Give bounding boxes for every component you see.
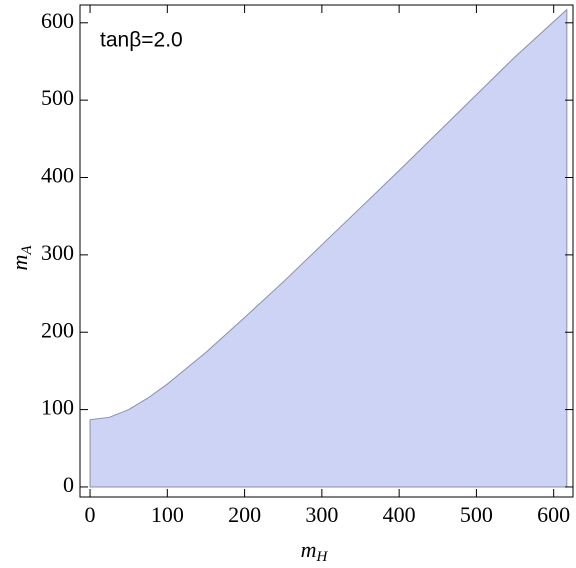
y-tick-label: 400 <box>41 163 74 188</box>
y-axis-label: mA <box>7 245 35 271</box>
frame <box>79 4 574 498</box>
annotation: tanβ=2.0 <box>100 29 183 52</box>
y-tick-label: 500 <box>41 85 74 110</box>
area <box>90 9 567 487</box>
x-tick-label: 400 <box>383 502 416 527</box>
y-label-main: m <box>7 255 32 271</box>
x-tick-label: 600 <box>537 502 570 527</box>
x-axis-label: mH <box>301 537 329 565</box>
x-tick-label: 300 <box>305 502 338 527</box>
y-label-sub: A <box>19 245 35 256</box>
x-label-sub: H <box>316 549 329 565</box>
y-tick-label: 600 <box>41 8 74 33</box>
y-tick-label: 300 <box>41 240 74 265</box>
y-tick-label: 200 <box>41 317 74 342</box>
y-tick-label: 100 <box>41 395 74 420</box>
x-tick-label: 200 <box>228 502 261 527</box>
x-tick-label: 0 <box>85 502 96 527</box>
y-tick-label: 0 <box>63 472 74 497</box>
x-label-main: m <box>301 537 317 562</box>
x-tick-label: 500 <box>460 502 493 527</box>
x-tick-label: 100 <box>151 502 184 527</box>
area-outline <box>89 8 568 488</box>
